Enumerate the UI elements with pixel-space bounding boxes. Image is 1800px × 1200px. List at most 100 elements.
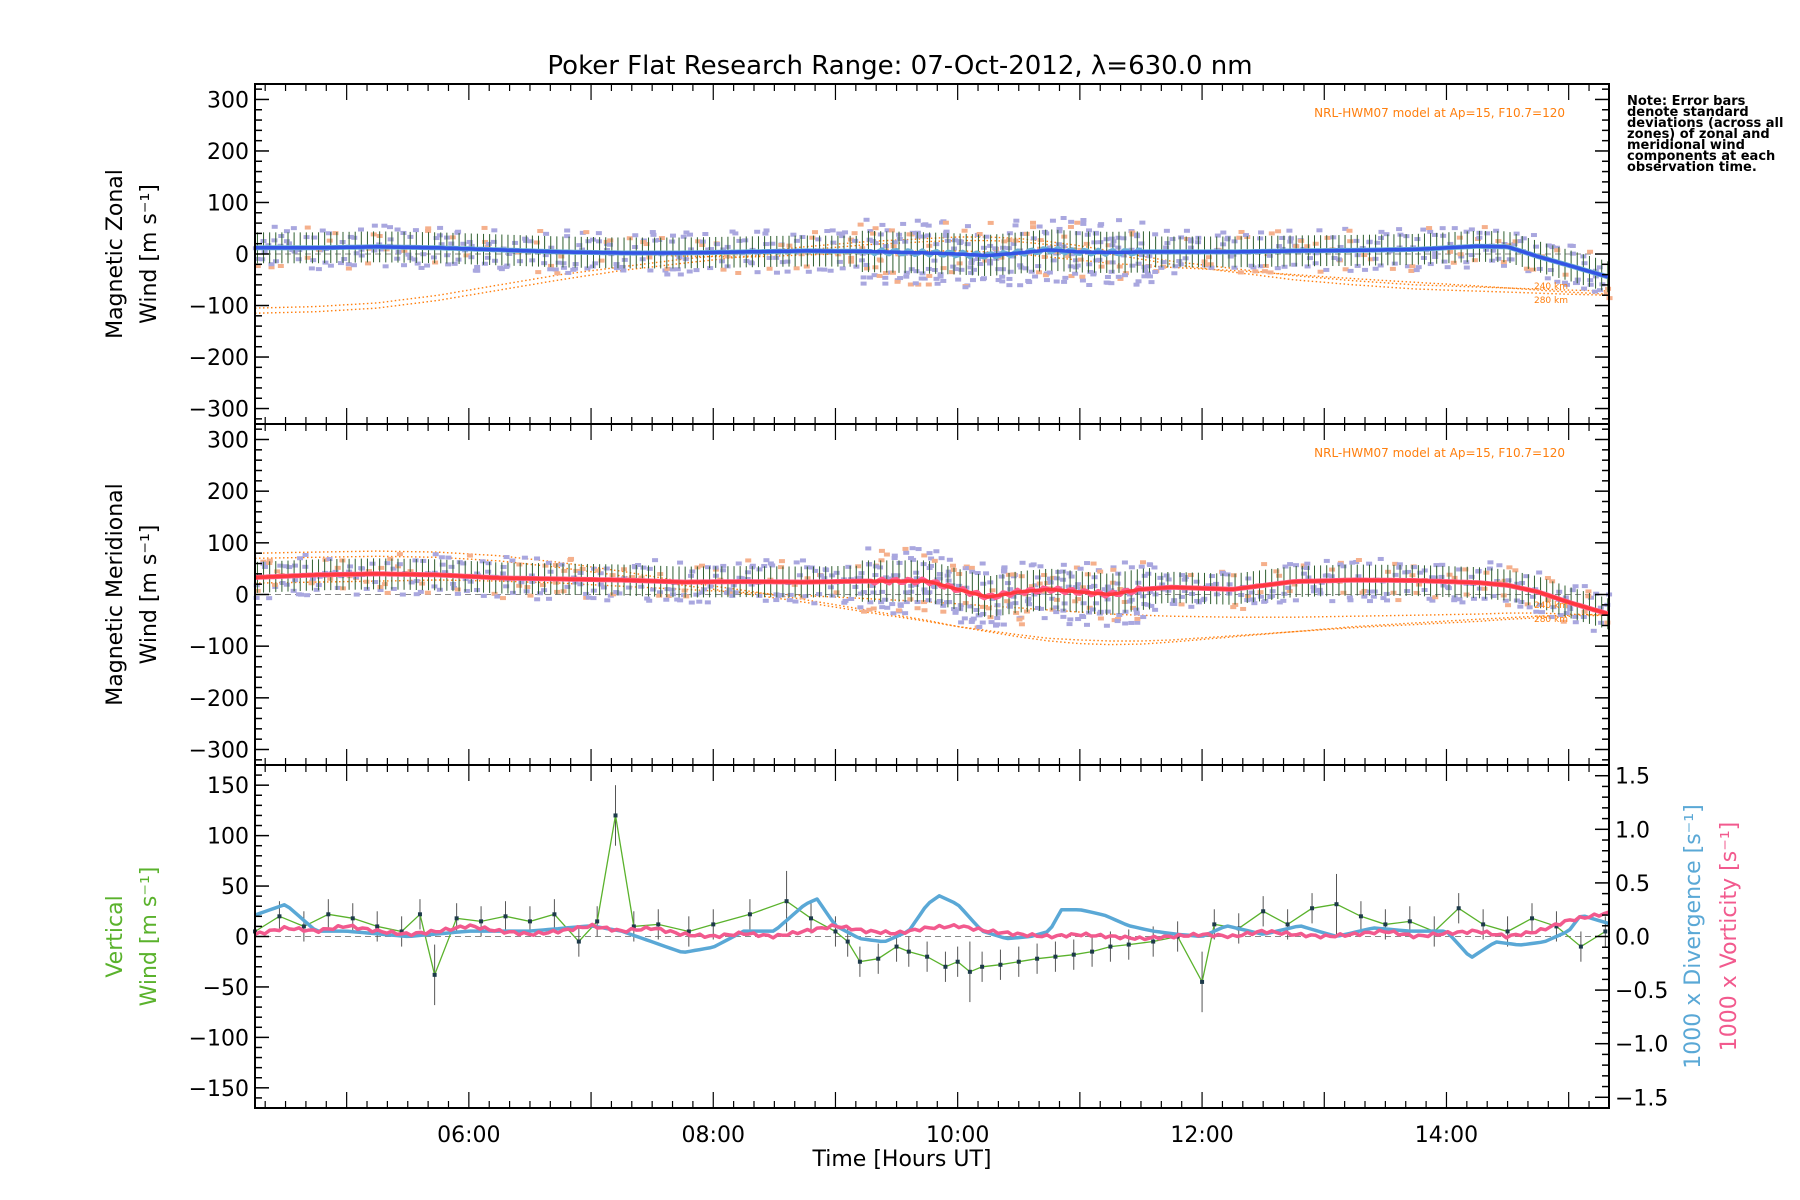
meridional-zone-sample <box>943 600 950 605</box>
meridional-zone-sample <box>1287 562 1294 567</box>
zonal-zone-sample <box>1187 237 1194 242</box>
zonal-zone-sample <box>1007 269 1014 274</box>
meridional-zone-sample <box>1034 575 1041 580</box>
meridional-zone-sample <box>365 569 372 574</box>
meridional-zone-sample <box>1163 573 1170 578</box>
meridional-zone-sample <box>1110 567 1117 572</box>
vertical-wind-point <box>955 959 960 964</box>
vertical-wind-point <box>1151 939 1156 944</box>
zonal-zone-sample <box>1596 265 1603 270</box>
meridional-zone-sample <box>936 576 943 581</box>
meridional-zone-sample <box>745 558 752 563</box>
zonal-zone-sample <box>951 238 958 243</box>
divergence-axis-label: 1000 x Divergence [s⁻¹] <box>1681 804 1706 1068</box>
zonal-zone-sample <box>1230 252 1237 257</box>
zonal-zone-sample <box>836 231 843 236</box>
zonal-zone-sample <box>1520 236 1527 241</box>
zonal-zone-sample <box>1043 231 1050 236</box>
zonal-zone-sample <box>1427 229 1434 234</box>
meridional-zone-sample <box>387 556 394 561</box>
meridional-zone-sample <box>867 600 874 605</box>
meridional-zone-sample <box>253 595 260 600</box>
zonal-zone-sample <box>1312 241 1319 246</box>
meridional-zone-sample <box>969 569 976 574</box>
zonal-zone-sample <box>1307 256 1314 261</box>
meridional-zone-sample <box>1366 561 1373 566</box>
zonal-zone-sample <box>1495 256 1502 261</box>
meridional-zone-sample <box>979 561 986 566</box>
zonal-zone-sample <box>871 273 878 278</box>
zonal-zone-sample <box>455 229 462 234</box>
zonal-zone-sample <box>658 236 665 241</box>
zonal-zone-sample <box>925 282 932 287</box>
zonal-zone-sample <box>1108 236 1115 241</box>
meridional-zone-sample <box>302 564 309 569</box>
meridional-zone-sample <box>857 575 864 580</box>
meridional-zone-sample <box>1415 582 1422 587</box>
zonal-zone-sample <box>664 272 671 277</box>
meridional-ytick-label: 100 <box>207 532 249 557</box>
zonal-zone-sample <box>915 234 922 239</box>
zonal-zone-sample <box>735 270 742 275</box>
zonal-zone-sample <box>882 244 889 249</box>
meridional-zone-sample <box>1304 566 1311 571</box>
meridional-zone-sample <box>956 572 963 577</box>
meridional-zone-sample <box>720 563 727 568</box>
meridional-zone-sample <box>1000 568 1007 573</box>
zonal-zone-sample <box>842 230 849 235</box>
zonal-zone-sample <box>816 267 823 272</box>
meridional-zone-sample <box>334 585 341 590</box>
meridional-zone-sample <box>778 559 785 564</box>
zonal-zone-sample <box>1511 241 1518 246</box>
meridional-zone-sample <box>903 600 910 605</box>
meridional-zone-sample <box>516 583 523 588</box>
zonal-zone-sample <box>607 238 614 243</box>
zonal-zone-sample <box>870 231 877 236</box>
zonal-zone-sample <box>326 238 333 243</box>
zonal-zone-sample <box>693 268 700 273</box>
zonal-zone-sample <box>1043 278 1050 283</box>
zonal-zone-sample <box>570 267 577 272</box>
zonal-zone-sample <box>1554 279 1561 284</box>
meridional-zone-sample <box>413 592 420 597</box>
meridional-zone-sample <box>922 590 929 595</box>
zonal-zone-sample <box>381 223 388 228</box>
meridional-zone-sample <box>1514 581 1521 586</box>
zonal-zone-sample <box>283 229 290 234</box>
zonal-zone-sample <box>1035 264 1042 269</box>
meridional-zone-sample <box>491 591 498 596</box>
meridional-zone-sample <box>936 572 943 577</box>
meridional-zone-sample <box>629 575 636 580</box>
vertical-wind-point <box>503 914 508 919</box>
zonal-zone-sample <box>956 261 963 266</box>
meridional-zone-sample <box>1572 620 1579 625</box>
zonal-zone-sample <box>1046 245 1053 250</box>
meridional-zone-sample <box>994 603 1001 608</box>
zonal-zone-sample <box>1135 261 1142 266</box>
vertical-wind-point <box>784 899 789 904</box>
meridional-zone-sample <box>384 561 391 566</box>
meridional-zone-sample <box>1181 577 1188 582</box>
meridional-zone-sample <box>1269 589 1276 594</box>
meridional-zone-sample <box>787 592 794 597</box>
meridional-zone-sample <box>377 588 384 593</box>
vertical-wind-point <box>1053 954 1058 959</box>
meridional-zone-sample <box>967 604 974 609</box>
meridional-zone-sample <box>424 590 431 595</box>
vertical-ylabel-line1: Vertical <box>103 895 128 977</box>
zonal-zone-sample <box>1177 262 1184 267</box>
zonal-zone-sample <box>848 259 855 264</box>
meridional-zone-sample <box>1446 572 1453 577</box>
meridional-zone-sample <box>928 556 935 561</box>
meridional-zone-sample <box>1050 575 1057 580</box>
zonal-zone-sample <box>424 263 431 268</box>
meridional-zone-sample <box>1053 605 1060 610</box>
zonal-zone-sample <box>1169 237 1176 242</box>
meridional-zone-sample <box>891 553 898 558</box>
meridional-zone-sample <box>594 568 601 573</box>
meridional-zone-sample <box>698 590 705 595</box>
meridional-zone-sample <box>1086 610 1093 615</box>
meridional-zone-sample <box>663 597 670 602</box>
meridional-zone-sample <box>1026 602 1033 607</box>
meridional-zone-sample <box>1141 573 1148 578</box>
